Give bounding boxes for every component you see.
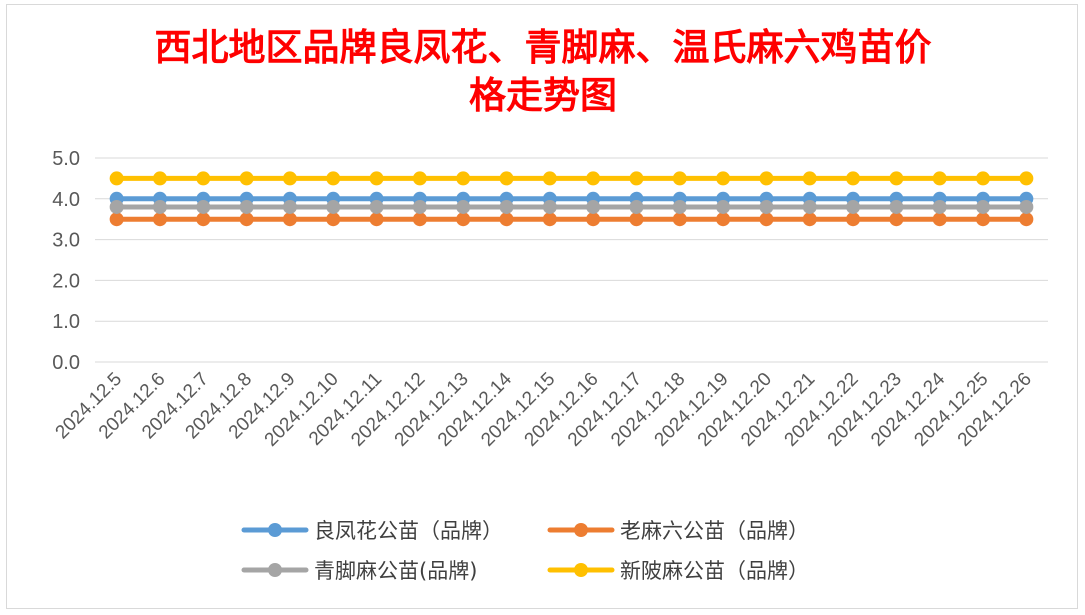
data-point (152, 212, 167, 227)
data-point (456, 212, 471, 227)
data-point (629, 171, 644, 186)
y-tick-label: 1.0 (52, 311, 80, 333)
data-point (499, 199, 514, 214)
data-point (586, 199, 601, 214)
data-point (716, 171, 731, 186)
data-point (802, 199, 817, 214)
data-point (586, 212, 601, 227)
data-point (369, 171, 384, 186)
data-point (456, 199, 471, 214)
series-3 (109, 199, 1034, 214)
y-tick-label: 5.0 (52, 148, 80, 170)
legend-swatch-marker (574, 523, 588, 537)
data-point (629, 212, 644, 227)
data-point (542, 171, 557, 186)
series-area (109, 171, 1034, 227)
chart-area (6, 4, 1078, 609)
data-point (109, 171, 124, 186)
data-point (759, 199, 774, 214)
series-4 (109, 171, 1034, 186)
legend-swatch-marker (574, 563, 588, 577)
data-point (759, 171, 774, 186)
legend-label: 老麻六公苗（品牌） (620, 519, 809, 543)
data-point (672, 212, 687, 227)
data-point (846, 171, 861, 186)
data-point (542, 199, 557, 214)
data-point (1019, 171, 1034, 186)
data-point (889, 171, 904, 186)
legend-item: 青脚麻公苗(品牌) (241, 559, 477, 583)
data-point (412, 212, 427, 227)
data-point (326, 199, 341, 214)
data-point (369, 212, 384, 227)
legend-label: 良凤花公苗（品牌） (314, 519, 503, 543)
data-point (672, 199, 687, 214)
data-point (932, 212, 947, 227)
data-point (889, 212, 904, 227)
data-point (369, 199, 384, 214)
data-point (629, 199, 644, 214)
data-point (976, 212, 991, 227)
y-tick-label: 2.0 (52, 270, 80, 292)
data-point (932, 199, 947, 214)
legend: 良凤花公苗（品牌） 老麻六公苗（品牌） 青脚麻公苗(品牌) 新陂麻公苗（品牌） (241, 519, 809, 583)
data-point (239, 171, 254, 186)
data-point (976, 171, 991, 186)
data-point (976, 199, 991, 214)
data-point (802, 171, 817, 186)
data-point (499, 212, 514, 227)
data-point (239, 199, 254, 214)
y-tick-label: 4.0 (52, 189, 80, 211)
data-point (196, 199, 211, 214)
legend-item: 新陂麻公苗（品牌） (547, 559, 809, 583)
data-point (759, 212, 774, 227)
series-2 (109, 212, 1034, 227)
data-point (846, 212, 861, 227)
data-point (282, 199, 297, 214)
data-point (196, 171, 211, 186)
legend-swatch-marker (268, 523, 282, 537)
legend-label: 新陂麻公苗（品牌） (620, 559, 809, 583)
data-point (109, 199, 124, 214)
data-point (499, 171, 514, 186)
legend-swatch-marker (268, 563, 282, 577)
data-point (542, 212, 557, 227)
data-point (1019, 199, 1034, 214)
data-point (282, 212, 297, 227)
chart-title-line-2: 格走势图 (469, 73, 617, 117)
data-point (326, 171, 341, 186)
chart-title: 西北地区品牌良凤花、青脚麻、温氏麻六鸡苗价 格走势图 (155, 25, 932, 117)
data-point (932, 171, 947, 186)
data-point (889, 199, 904, 214)
legend-label: 青脚麻公苗(品牌) (314, 559, 477, 583)
data-point (109, 212, 124, 227)
data-point (586, 171, 601, 186)
data-point (326, 212, 341, 227)
legend-item: 老麻六公苗（品牌） (547, 519, 809, 543)
data-point (152, 199, 167, 214)
data-point (196, 212, 211, 227)
data-point (412, 171, 427, 186)
data-point (239, 212, 254, 227)
data-point (282, 171, 297, 186)
legend-item: 良凤花公苗（品牌） (241, 519, 503, 543)
data-point (152, 171, 167, 186)
data-point (1019, 212, 1034, 227)
data-point (412, 199, 427, 214)
data-point (846, 199, 861, 214)
y-axis: 5.0 4.0 3.0 2.0 1.0 0.0 (52, 148, 80, 374)
gridlines (95, 157, 1048, 363)
x-axis: 2024.12.52024.12.62024.12.72024.12.82024… (52, 368, 1036, 450)
data-point (672, 171, 687, 186)
y-tick-label: 0.0 (52, 352, 80, 374)
data-point (716, 212, 731, 227)
y-tick-label: 3.0 (52, 230, 80, 252)
chart-title-line-1: 西北地区品牌良凤花、青脚麻、温氏麻六鸡苗价 (155, 25, 932, 69)
data-point (802, 212, 817, 227)
data-point (456, 171, 471, 186)
data-point (716, 199, 731, 214)
